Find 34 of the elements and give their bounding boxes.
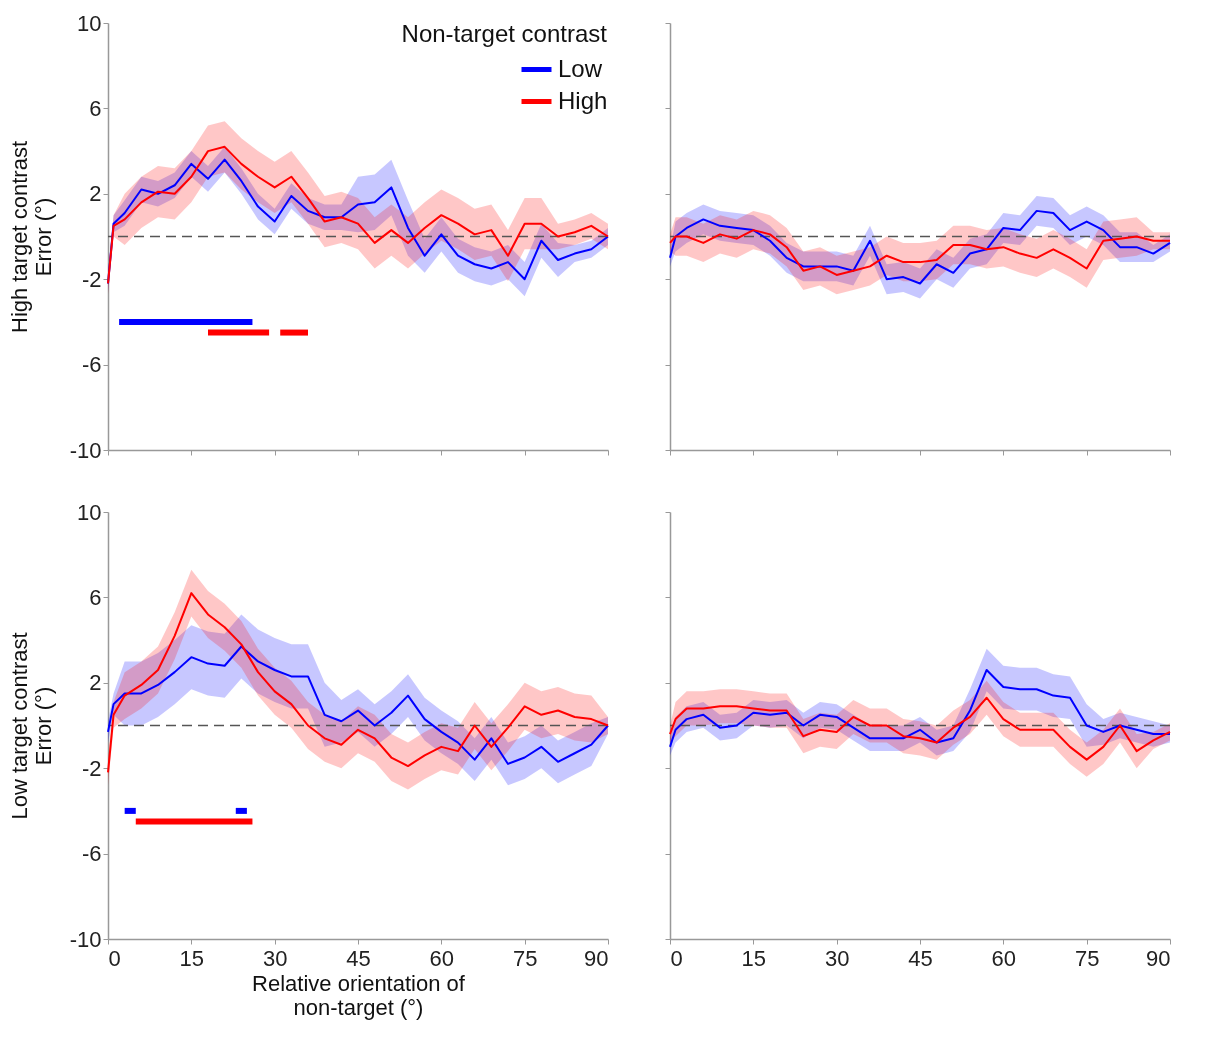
y-axis-title: High target contrast Error (°) [6,141,56,333]
x-tick-label: 45 [908,945,933,971]
legend-label: Low [558,54,603,82]
x-tick-label: 60 [991,945,1017,971]
x-tick-label: 30 [262,945,288,971]
y-tick-label: 6 [89,584,102,610]
x-tick-label: 60 [429,945,455,971]
x-tick-label: 0 [108,945,121,971]
x-tick-label: 90 [1146,945,1171,971]
line-series [107,645,609,765]
x-tick-label: 45 [346,945,371,971]
y-tick-label: -6 [81,841,102,867]
y-tick-label: 2 [89,181,102,207]
y-tick-label: -6 [81,352,102,378]
legend-label: High [558,86,608,114]
y-axis-title: Low target contrast Error (°) [6,632,56,820]
x-tick-label: 75 [1074,945,1100,971]
x-tick-label: 15 [179,945,205,971]
y-tick-label: -2 [81,266,102,292]
x-axis-title: Relative orientation of non-target (°) [252,970,466,1020]
x-tick-label: 0 [670,945,683,971]
y-tick-label: 6 [89,95,102,121]
x-tick-label: 30 [824,945,850,971]
y-tick-label: 10 [77,499,102,525]
legend-title: Non-target contrast [401,20,608,47]
x-tick-label: 90 [584,945,609,971]
x-tick-label: 75 [512,945,538,971]
y-tick-label: 2 [89,670,102,696]
x-tick-label: 15 [741,945,767,971]
y-tick-label: -10 [69,926,102,952]
y-tick-label: -10 [69,437,102,463]
y-tick-label: -2 [81,755,102,781]
line-series [107,592,609,774]
y-tick-label: 10 [77,10,102,36]
